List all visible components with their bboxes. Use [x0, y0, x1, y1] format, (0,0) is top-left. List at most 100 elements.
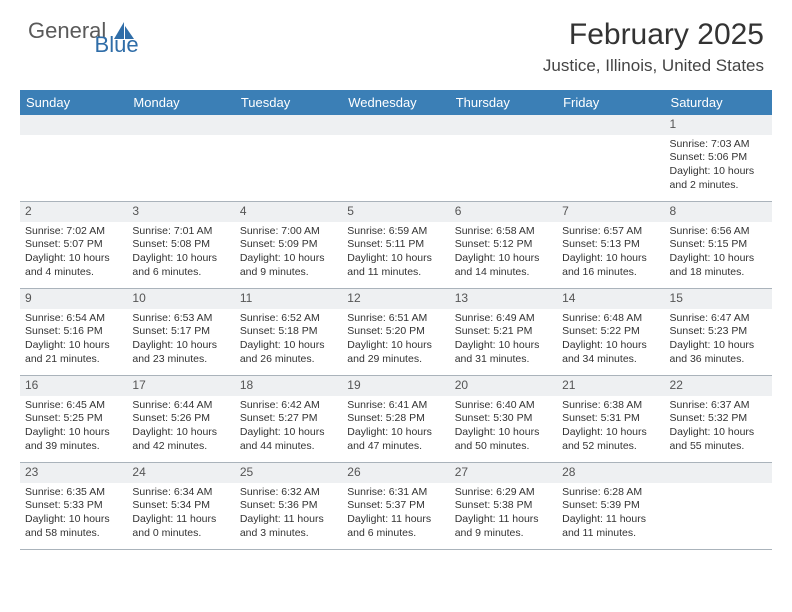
cell-body: Sunrise: 6:52 AMSunset: 5:18 PMDaylight:…: [235, 309, 342, 371]
cell-body: Sunrise: 6:45 AMSunset: 5:25 PMDaylight:…: [20, 396, 127, 458]
daylight1-text: Daylight: 10 hours: [347, 426, 444, 440]
calendar-cell: [20, 115, 127, 201]
calendar-cell: [665, 463, 772, 549]
cell-body: Sunrise: 6:31 AMSunset: 5:37 PMDaylight:…: [342, 483, 449, 545]
sunset-text: Sunset: 5:36 PM: [240, 499, 337, 513]
daylight1-text: Daylight: 10 hours: [240, 339, 337, 353]
calendar-cell: 27Sunrise: 6:29 AMSunset: 5:38 PMDayligh…: [450, 463, 557, 549]
daylight2-text: and 18 minutes.: [670, 266, 767, 280]
sunset-text: Sunset: 5:31 PM: [562, 412, 659, 426]
day-header: Tuesday: [235, 90, 342, 115]
daylight2-text: and 26 minutes.: [240, 353, 337, 367]
calendar-cell: 17Sunrise: 6:44 AMSunset: 5:26 PMDayligh…: [127, 376, 234, 462]
empty-daynum-row: [557, 115, 664, 135]
daylight2-text: and 11 minutes.: [562, 527, 659, 541]
cell-body: Sunrise: 6:40 AMSunset: 5:30 PMDaylight:…: [450, 396, 557, 458]
weeks-container: 1Sunrise: 7:03 AMSunset: 5:06 PMDaylight…: [20, 115, 772, 550]
sunrise-text: Sunrise: 6:52 AM: [240, 312, 337, 326]
daylight2-text: and 4 minutes.: [25, 266, 122, 280]
cell-body: Sunrise: 6:35 AMSunset: 5:33 PMDaylight:…: [20, 483, 127, 545]
logo: General Blue: [28, 18, 187, 44]
calendar-cell: [557, 115, 664, 201]
calendar-cell: 13Sunrise: 6:49 AMSunset: 5:21 PMDayligh…: [450, 289, 557, 375]
daylight2-text: and 6 minutes.: [347, 527, 444, 541]
day-header: Wednesday: [342, 90, 449, 115]
sunrise-text: Sunrise: 7:01 AM: [132, 225, 229, 239]
daylight1-text: Daylight: 11 hours: [562, 513, 659, 527]
sunrise-text: Sunrise: 6:35 AM: [25, 486, 122, 500]
calendar-cell: 2Sunrise: 7:02 AMSunset: 5:07 PMDaylight…: [20, 202, 127, 288]
sunset-text: Sunset: 5:30 PM: [455, 412, 552, 426]
calendar-cell: 12Sunrise: 6:51 AMSunset: 5:20 PMDayligh…: [342, 289, 449, 375]
daylight1-text: Daylight: 10 hours: [670, 252, 767, 266]
logo-text-2: Blue: [95, 32, 139, 57]
sunrise-text: Sunrise: 6:47 AM: [670, 312, 767, 326]
cell-body: Sunrise: 6:58 AMSunset: 5:12 PMDaylight:…: [450, 222, 557, 284]
daylight1-text: Daylight: 10 hours: [240, 426, 337, 440]
calendar-cell: 16Sunrise: 6:45 AMSunset: 5:25 PMDayligh…: [20, 376, 127, 462]
sunset-text: Sunset: 5:12 PM: [455, 238, 552, 252]
cell-body: Sunrise: 7:02 AMSunset: 5:07 PMDaylight:…: [20, 222, 127, 284]
sunset-text: Sunset: 5:39 PM: [562, 499, 659, 513]
day-number: 15: [665, 289, 772, 309]
cell-body: Sunrise: 6:38 AMSunset: 5:31 PMDaylight:…: [557, 396, 664, 458]
daylight2-text: and 44 minutes.: [240, 440, 337, 454]
day-number: 14: [557, 289, 664, 309]
calendar: SundayMondayTuesdayWednesdayThursdayFrid…: [20, 90, 772, 550]
sunset-text: Sunset: 5:07 PM: [25, 238, 122, 252]
daylight2-text: and 14 minutes.: [455, 266, 552, 280]
day-number: 25: [235, 463, 342, 483]
daylight1-text: Daylight: 11 hours: [240, 513, 337, 527]
sunset-text: Sunset: 5:16 PM: [25, 325, 122, 339]
cell-body: Sunrise: 6:28 AMSunset: 5:39 PMDaylight:…: [557, 483, 664, 545]
day-number: 9: [20, 289, 127, 309]
sunset-text: Sunset: 5:38 PM: [455, 499, 552, 513]
daylight1-text: Daylight: 10 hours: [455, 426, 552, 440]
sunset-text: Sunset: 5:25 PM: [25, 412, 122, 426]
calendar-cell: 11Sunrise: 6:52 AMSunset: 5:18 PMDayligh…: [235, 289, 342, 375]
day-number: 6: [450, 202, 557, 222]
sunrise-text: Sunrise: 6:57 AM: [562, 225, 659, 239]
day-number: 7: [557, 202, 664, 222]
sunset-text: Sunset: 5:27 PM: [240, 412, 337, 426]
page-title: February 2025: [543, 18, 764, 52]
daylight2-text: and 21 minutes.: [25, 353, 122, 367]
daylight2-text: and 42 minutes.: [132, 440, 229, 454]
sunset-text: Sunset: 5:15 PM: [670, 238, 767, 252]
sunrise-text: Sunrise: 6:53 AM: [132, 312, 229, 326]
day-number: 4: [235, 202, 342, 222]
cell-body: Sunrise: 6:47 AMSunset: 5:23 PMDaylight:…: [665, 309, 772, 371]
calendar-cell: 23Sunrise: 6:35 AMSunset: 5:33 PMDayligh…: [20, 463, 127, 549]
daylight2-text: and 47 minutes.: [347, 440, 444, 454]
daylight2-text: and 29 minutes.: [347, 353, 444, 367]
sunset-text: Sunset: 5:06 PM: [670, 151, 767, 165]
daylight1-text: Daylight: 11 hours: [132, 513, 229, 527]
cell-body: Sunrise: 6:59 AMSunset: 5:11 PMDaylight:…: [342, 222, 449, 284]
day-number: 13: [450, 289, 557, 309]
cell-body: Sunrise: 6:42 AMSunset: 5:27 PMDaylight:…: [235, 396, 342, 458]
sunset-text: Sunset: 5:20 PM: [347, 325, 444, 339]
calendar-cell: [342, 115, 449, 201]
header: General Blue February 2025 Justice, Illi…: [0, 0, 792, 84]
sunrise-text: Sunrise: 6:59 AM: [347, 225, 444, 239]
cell-body: Sunrise: 6:44 AMSunset: 5:26 PMDaylight:…: [127, 396, 234, 458]
sunrise-text: Sunrise: 6:29 AM: [455, 486, 552, 500]
day-header: Sunday: [20, 90, 127, 115]
day-number: 11: [235, 289, 342, 309]
cell-body: Sunrise: 6:51 AMSunset: 5:20 PMDaylight:…: [342, 309, 449, 371]
day-header: Thursday: [450, 90, 557, 115]
sunrise-text: Sunrise: 6:51 AM: [347, 312, 444, 326]
cell-body: Sunrise: 7:00 AMSunset: 5:09 PMDaylight:…: [235, 222, 342, 284]
sunset-text: Sunset: 5:23 PM: [670, 325, 767, 339]
sunset-text: Sunset: 5:21 PM: [455, 325, 552, 339]
sunset-text: Sunset: 5:37 PM: [347, 499, 444, 513]
sunrise-text: Sunrise: 6:45 AM: [25, 399, 122, 413]
week-row: 16Sunrise: 6:45 AMSunset: 5:25 PMDayligh…: [20, 376, 772, 463]
daylight1-text: Daylight: 10 hours: [562, 339, 659, 353]
daylight1-text: Daylight: 11 hours: [455, 513, 552, 527]
cell-body: Sunrise: 7:01 AMSunset: 5:08 PMDaylight:…: [127, 222, 234, 284]
calendar-cell: 5Sunrise: 6:59 AMSunset: 5:11 PMDaylight…: [342, 202, 449, 288]
sunrise-text: Sunrise: 6:56 AM: [670, 225, 767, 239]
cell-body: Sunrise: 6:57 AMSunset: 5:13 PMDaylight:…: [557, 222, 664, 284]
daylight1-text: Daylight: 10 hours: [25, 339, 122, 353]
